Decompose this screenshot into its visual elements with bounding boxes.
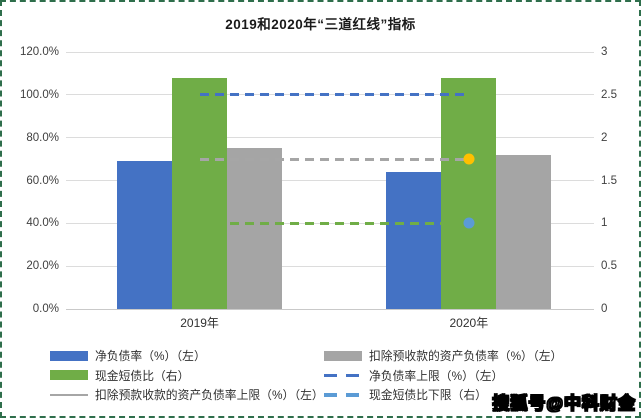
y-axis-left-tick: 100.0% xyxy=(19,88,59,101)
legend-swatch-bar xyxy=(50,370,88,381)
legend-swatch-bar xyxy=(50,350,88,361)
legend-label: 现金短债比下限（右） xyxy=(369,388,487,403)
legend-item: 净负债率上限（%）（左） xyxy=(324,366,562,386)
threshold-end-marker-2 xyxy=(463,217,475,229)
legend-label: 净负债率上限（%）（左） xyxy=(369,368,504,383)
legend-swatch-bar xyxy=(324,350,362,361)
y-axis-left-tick: 60.0% xyxy=(26,174,59,187)
legend-swatch-line xyxy=(50,393,88,396)
y-axis-right-tick: 3 xyxy=(601,46,608,58)
y-axis-right: 3 2.5 2 1.5 1 0.5 0 xyxy=(601,46,639,315)
legend-column-right: 扣除预收款的资产负债率（%）（左） 净负债率上限（%）（左） 现金短债比下限（右） xyxy=(324,346,562,405)
legend-item: 净负债率（%）（左） xyxy=(50,346,324,366)
legend-item: 扣除预款收款的资产负债率上限（%）（左） xyxy=(50,385,324,405)
chart-title: 2019和2020年“三道红线”指标 xyxy=(225,17,416,32)
gridline xyxy=(66,137,594,139)
legend-swatch-dash xyxy=(324,393,362,397)
legend-item: 扣除预收款的资产负债率（%）（左） xyxy=(324,346,562,366)
bar-0-cat-0 xyxy=(117,161,173,309)
threshold-line-0 xyxy=(199,93,469,97)
bar-1-cat-1 xyxy=(441,77,497,309)
y-axis-left-tick: 120.0% xyxy=(19,46,59,58)
threshold-line-2 xyxy=(199,221,469,225)
y-axis-right-tick: 2.5 xyxy=(601,88,617,101)
gridline xyxy=(66,265,594,267)
bar-2-cat-0 xyxy=(227,148,283,309)
y-axis-right-tick: 2 xyxy=(601,131,608,144)
y-axis-left-tick: 20.0% xyxy=(26,260,59,273)
legend-item: 现金短债比下限（右） xyxy=(324,385,562,405)
y-axis-left-tick: 0.0% xyxy=(32,303,59,315)
y-axis-left-tick: 40.0% xyxy=(26,217,59,230)
y-axis-right-tick: 1 xyxy=(601,217,608,230)
gridline xyxy=(66,51,594,53)
bar-2-cat-1 xyxy=(496,154,552,309)
legend-item: 现金短债比（右） xyxy=(50,366,324,386)
x-axis-label: 2019年 xyxy=(180,316,219,330)
y-axis-right-tick: 0 xyxy=(601,303,608,315)
y-axis-right-tick: 0.5 xyxy=(601,260,617,273)
legend-label: 现金短债比（右） xyxy=(95,368,190,383)
plot-area xyxy=(66,51,594,310)
legend-swatch-dash xyxy=(324,373,362,377)
threshold-end-marker-1 xyxy=(463,153,475,165)
y-axis-right-tick: 1.5 xyxy=(601,174,617,187)
gridline xyxy=(66,308,594,310)
legend-column-left: 净负债率（%）（左） 现金短债比（右） 扣除预款收款的资产负债率上限（%）（左） xyxy=(50,346,324,405)
legend-label: 扣除预款收款的资产负债率上限（%）（左） xyxy=(95,388,324,403)
threshold-line-1 xyxy=(199,157,469,161)
bar-0-cat-1 xyxy=(386,171,442,309)
x-axis-label: 2020年 xyxy=(449,316,489,330)
legend-label: 扣除预收款的资产负债率（%）（左） xyxy=(369,349,563,364)
bar-1-cat-0 xyxy=(172,77,228,309)
y-axis-left-tick: 80.0% xyxy=(26,131,59,144)
watermark-text: 搜狐号@中科财金 xyxy=(492,393,636,413)
legend-label: 净负债率（%）（左） xyxy=(95,349,206,364)
gridline xyxy=(66,180,594,181)
y-axis-left: 120.0% 100.0% 80.0% 60.0% 40.0% 20.0% 0.0% xyxy=(2,46,59,315)
